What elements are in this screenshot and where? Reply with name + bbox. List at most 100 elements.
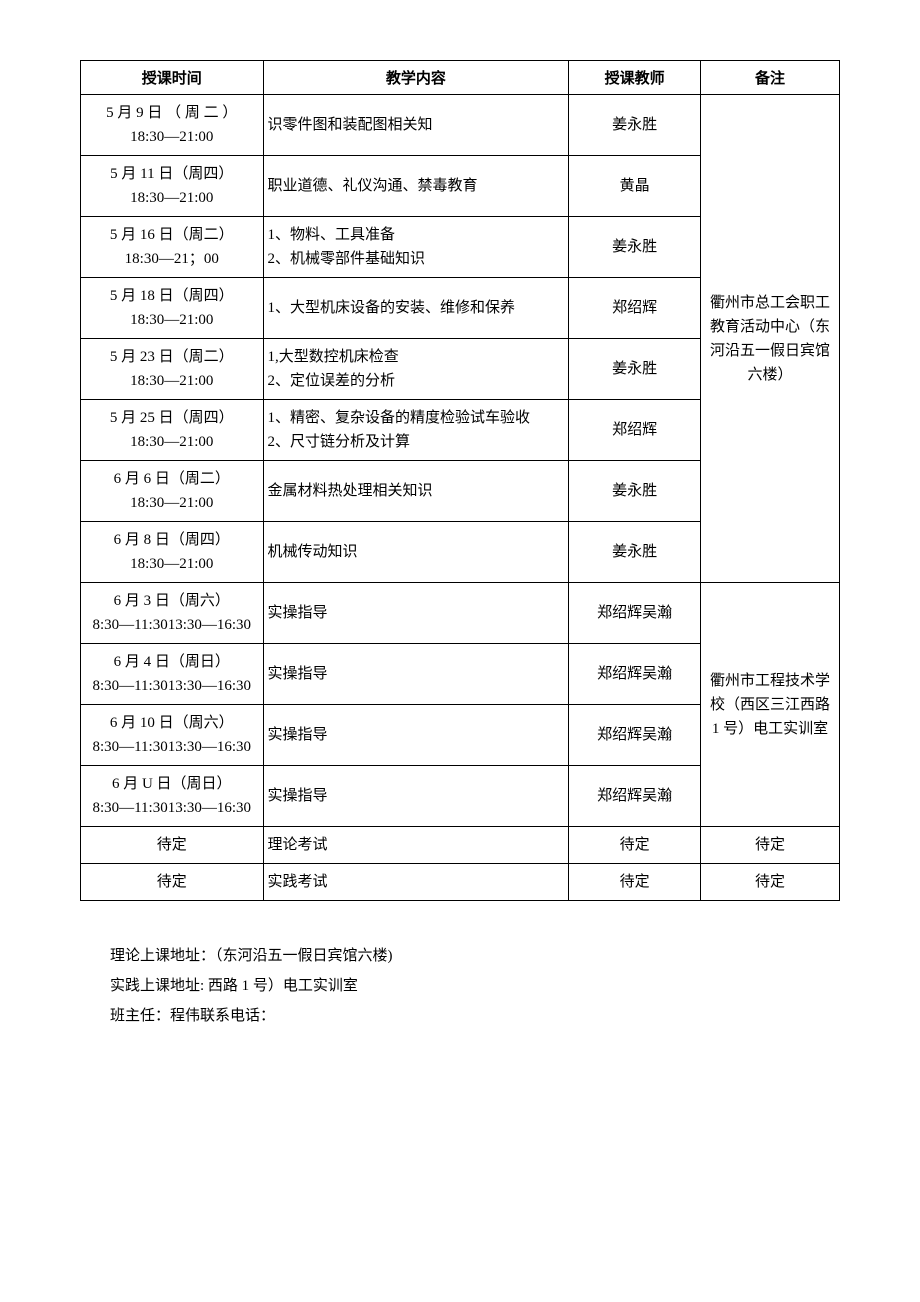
- cell-teacher: 郑绍辉吴瀚: [569, 583, 701, 644]
- time-text: 6 月 10 日（周六）: [85, 711, 259, 735]
- cell-teacher: 待定: [569, 827, 701, 864]
- cell-content: 识零件图和装配图相关知: [263, 95, 569, 156]
- cell-content: 实操指导: [263, 644, 569, 705]
- time-text: 5 月 23 日（周二）: [85, 345, 259, 369]
- time-text: 6 月 8 日（周四）: [85, 528, 259, 552]
- cell-time: 6 月 4 日（周日）8:30—11:3013:30—16:30: [81, 644, 264, 705]
- cell-content: 金属材料热处理相关知识: [263, 461, 569, 522]
- cell-content: 1、精密、复杂设备的精度检验试车验收2、尺寸链分析及计算: [263, 400, 569, 461]
- table-row: 待定理论考试待定待定: [81, 827, 840, 864]
- time-text: 6 月 3 日（周六）: [85, 589, 259, 613]
- content-text: 1、物料、工具准备: [268, 223, 565, 247]
- content-text: 1,大型数控机床检查: [268, 345, 565, 369]
- cell-content: 实操指导: [263, 583, 569, 644]
- cell-time: 6 月 10 日（周六）8:30—11:3013:30—16:30: [81, 705, 264, 766]
- content-text: 实践考试: [268, 870, 565, 894]
- cell-time: 5 月 23 日（周二）18:30—21:00: [81, 339, 264, 400]
- header-remark: 备注: [700, 61, 839, 95]
- cell-remark: 待定: [700, 827, 839, 864]
- cell-time: 5 月 9 日 （ 周 二 ）18:30—21:00: [81, 95, 264, 156]
- cell-time: 6 月 U 日（周日）8:30—11:3013:30—16:30: [81, 766, 264, 827]
- cell-content: 1、大型机床设备的安装、维修和保养: [263, 278, 569, 339]
- content-text: 2、尺寸链分析及计算: [268, 430, 565, 454]
- time-text: 18:30—21:00: [85, 552, 259, 576]
- cell-content: 实践考试: [263, 864, 569, 901]
- cell-time: 待定: [81, 827, 264, 864]
- time-text: 18:30—21:00: [85, 369, 259, 393]
- content-text: 实操指导: [268, 662, 565, 686]
- time-text: 待定: [85, 833, 259, 857]
- table-row: 5 月 9 日 （ 周 二 ）18:30—21:00识零件图和装配图相关知姜永胜…: [81, 95, 840, 156]
- content-text: 实操指导: [268, 601, 565, 625]
- content-text: 1、大型机床设备的安装、维修和保养: [268, 296, 565, 320]
- cell-remark: 衢州市总工会职工教育活动中心（东河沿五一假日宾馆六楼）: [700, 95, 839, 583]
- cell-teacher: 姜永胜: [569, 461, 701, 522]
- content-text: 识零件图和装配图相关知: [268, 113, 565, 137]
- schedule-body: 5 月 9 日 （ 周 二 ）18:30—21:00识零件图和装配图相关知姜永胜…: [81, 95, 840, 901]
- cell-content: 1、物料、工具准备2、机械零部件基础知识: [263, 217, 569, 278]
- time-text: 18:30—21:00: [85, 125, 259, 149]
- header-time: 授课时间: [81, 61, 264, 95]
- content-text: 实操指导: [268, 723, 565, 747]
- schedule-table: 授课时间 教学内容 授课教师 备注 5 月 9 日 （ 周 二 ）18:30—2…: [80, 60, 840, 901]
- time-text: 6 月 U 日（周日）: [85, 772, 259, 796]
- time-text: 8:30—11:3013:30—16:30: [85, 735, 259, 759]
- time-text: 6 月 6 日（周二）: [85, 467, 259, 491]
- time-text: 8:30—11:3013:30—16:30: [85, 674, 259, 698]
- time-text: 5 月 25 日（周四）: [85, 406, 259, 430]
- cell-content: 职业道德、礼仪沟通、禁毒教育: [263, 156, 569, 217]
- footer-contact: 班主任：程伟联系电话：: [110, 1001, 840, 1031]
- cell-teacher: 郑绍辉: [569, 400, 701, 461]
- cell-time: 5 月 25 日（周四）18:30—21:00: [81, 400, 264, 461]
- time-text: 8:30—11:3013:30—16:30: [85, 796, 259, 820]
- cell-time: 6 月 3 日（周六）8:30—11:3013:30—16:30: [81, 583, 264, 644]
- cell-content: 理论考试: [263, 827, 569, 864]
- table-row: 6 月 3 日（周六）8:30—11:3013:30—16:30实操指导郑绍辉吴…: [81, 583, 840, 644]
- time-text: 6 月 4 日（周日）: [85, 650, 259, 674]
- time-text: 18:30—21:00: [85, 430, 259, 454]
- cell-remark: 待定: [700, 864, 839, 901]
- content-text: 职业道德、礼仪沟通、禁毒教育: [268, 174, 565, 198]
- cell-time: 待定: [81, 864, 264, 901]
- cell-teacher: 郑绍辉吴瀚: [569, 766, 701, 827]
- time-text: 待定: [85, 870, 259, 894]
- cell-time: 5 月 16 日（周二）18:30—21；00: [81, 217, 264, 278]
- footer-theory-address: 理论上课地址：（东河沿五一假日宾馆六楼): [110, 941, 840, 971]
- content-text: 1、精密、复杂设备的精度检验试车验收: [268, 406, 565, 430]
- cell-content: 实操指导: [263, 766, 569, 827]
- cell-time: 6 月 6 日（周二）18:30—21:00: [81, 461, 264, 522]
- cell-content: 1,大型数控机床检查2、定位误差的分析: [263, 339, 569, 400]
- content-text: 2、机械零部件基础知识: [268, 247, 565, 271]
- footer-practice-address: 实践上课地址: 西路 1 号）电工实训室: [110, 971, 840, 1001]
- time-text: 5 月 18 日（周四）: [85, 284, 259, 308]
- time-text: 18:30—21:00: [85, 491, 259, 515]
- cell-teacher: 郑绍辉: [569, 278, 701, 339]
- cell-teacher: 姜永胜: [569, 339, 701, 400]
- time-text: 5 月 11 日（周四）: [85, 162, 259, 186]
- time-text: 18:30—21；00: [85, 247, 259, 271]
- header-row: 授课时间 教学内容 授课教师 备注: [81, 61, 840, 95]
- content-text: 金属材料热处理相关知识: [268, 479, 565, 503]
- cell-content: 机械传动知识: [263, 522, 569, 583]
- cell-teacher: 待定: [569, 864, 701, 901]
- cell-teacher: 姜永胜: [569, 217, 701, 278]
- cell-teacher: 黄晶: [569, 156, 701, 217]
- cell-teacher: 姜永胜: [569, 95, 701, 156]
- content-text: 实操指导: [268, 784, 565, 808]
- content-text: 2、定位误差的分析: [268, 369, 565, 393]
- content-text: 机械传动知识: [268, 540, 565, 564]
- time-text: 5 月 9 日 （ 周 二 ）: [85, 101, 259, 125]
- table-row: 待定实践考试待定待定: [81, 864, 840, 901]
- content-text: 理论考试: [268, 833, 565, 857]
- footer-text: 理论上课地址：（东河沿五一假日宾馆六楼) 实践上课地址: 西路 1 号）电工实训…: [80, 941, 840, 1031]
- time-text: 18:30—21:00: [85, 186, 259, 210]
- time-text: 5 月 16 日（周二）: [85, 223, 259, 247]
- cell-teacher: 姜永胜: [569, 522, 701, 583]
- header-teacher: 授课教师: [569, 61, 701, 95]
- cell-time: 5 月 11 日（周四）18:30—21:00: [81, 156, 264, 217]
- cell-remark: 衢州市工程技术学校（西区三江西路 1 号）电工实训室: [700, 583, 839, 827]
- time-text: 8:30—11:3013:30—16:30: [85, 613, 259, 637]
- cell-content: 实操指导: [263, 705, 569, 766]
- cell-teacher: 郑绍辉吴瀚: [569, 705, 701, 766]
- cell-time: 5 月 18 日（周四）18:30—21:00: [81, 278, 264, 339]
